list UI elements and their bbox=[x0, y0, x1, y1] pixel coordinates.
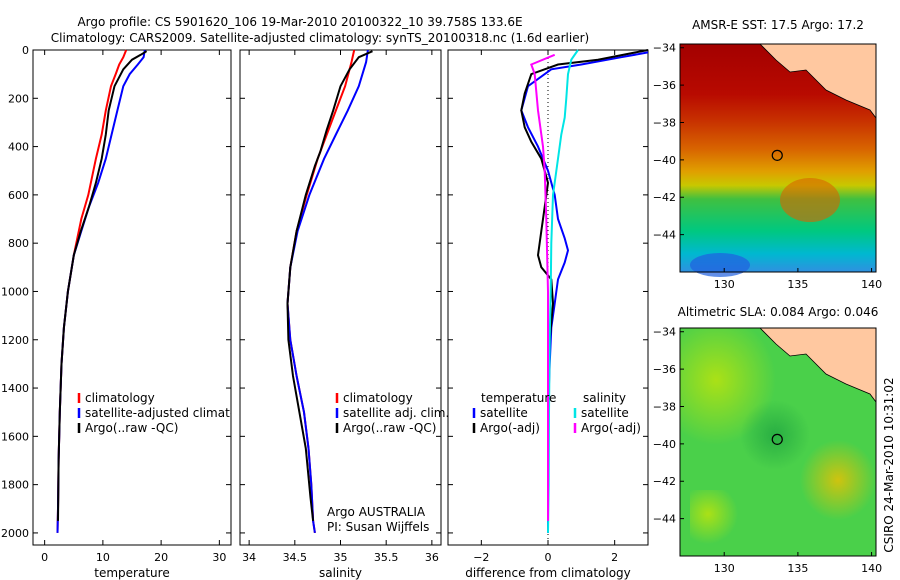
temperature-legend-item-label: satellite-adjusted climatology bbox=[85, 406, 263, 420]
map-y-tick-label: −44 bbox=[653, 513, 676, 526]
map-x-tick-label: 135 bbox=[787, 278, 808, 291]
x-tick-label: 2 bbox=[611, 551, 618, 564]
title-line-2: Climatology: CARS2009. Satellite-adjuste… bbox=[51, 31, 589, 45]
legend-group-title-salinity: salinity bbox=[583, 391, 626, 405]
sst-warm-patch bbox=[780, 178, 840, 222]
map-y-tick-label: −36 bbox=[653, 363, 676, 376]
map-x-tick-label: 130 bbox=[714, 562, 735, 575]
y-tick-label: 1200 bbox=[1, 334, 29, 347]
diff-legend-temp-argo-label: Argo(-adj) bbox=[480, 421, 540, 435]
temperature-xlabel: temperature bbox=[94, 566, 169, 580]
x-tick-label: 10 bbox=[96, 551, 110, 564]
salinity-legend-item-label: Argo(..raw -QC) bbox=[343, 421, 436, 435]
temperature-line-blue bbox=[56, 49, 146, 533]
sst-cold-patch bbox=[690, 253, 750, 277]
x-tick-label: 34 bbox=[242, 551, 256, 564]
salinity-line-red bbox=[286, 49, 356, 534]
legend-group-title-temperature: temperature bbox=[481, 391, 556, 405]
map-x-tick-label: 130 bbox=[714, 278, 735, 291]
difference-line-black bbox=[520, 49, 649, 521]
sla-map bbox=[680, 327, 877, 556]
sla-highs-2 bbox=[690, 490, 750, 550]
diff-legend-sal-sat-label: satellite bbox=[581, 406, 629, 420]
map-y-tick-label: −40 bbox=[653, 154, 676, 167]
x-tick-label: 0 bbox=[41, 551, 48, 564]
sst-map bbox=[680, 43, 877, 277]
title-line-1: Argo profile: CS 5901620_106 19-Mar-2010… bbox=[77, 15, 522, 29]
salinity-panel: 34 34.5 35 35.5 36 salinity climatologysatelli… bbox=[239, 49, 449, 580]
temperature-line-black bbox=[57, 50, 148, 521]
difference-panel: −2 0 2 difference from climatology temperatu… bbox=[447, 49, 649, 580]
map-y-tick-label: −42 bbox=[653, 191, 676, 204]
map-y-tick-label: −40 bbox=[653, 438, 676, 451]
difference-line-cyan bbox=[547, 49, 579, 533]
sst-map-frame bbox=[679, 43, 877, 273]
y-tick-label: 200 bbox=[8, 92, 29, 105]
salinity-line-blue bbox=[286, 49, 369, 534]
sla-map-title: Altimetric SLA: 0.084 Argo: 0.046 bbox=[678, 305, 879, 319]
sla-map-argo-marker bbox=[771, 433, 783, 445]
x-tick-label: 35 bbox=[334, 551, 348, 564]
sla-peak bbox=[800, 440, 876, 520]
difference-xlabel: difference from climatology bbox=[465, 566, 631, 580]
x-tick-label: 30 bbox=[212, 551, 226, 564]
diff-legend-temp-sat-label: satellite bbox=[480, 406, 528, 420]
x-tick-label: 35.5 bbox=[374, 551, 399, 564]
sst-map-argo-marker bbox=[771, 149, 783, 161]
salinity-legend-item-label: climatology bbox=[343, 391, 413, 405]
y-tick-label: 1800 bbox=[1, 479, 29, 492]
y-tick-label: 600 bbox=[8, 189, 29, 202]
map-y-tick-label: −38 bbox=[653, 400, 676, 413]
map-x-tick-label: 135 bbox=[787, 562, 808, 575]
map-y-tick-label: −34 bbox=[653, 42, 676, 55]
map-x-tick-label: 140 bbox=[861, 278, 882, 291]
y-tick-label: 800 bbox=[8, 237, 29, 250]
y-tick-label: 1400 bbox=[1, 382, 29, 395]
temperature-legend-item-label: Argo(..raw -QC) bbox=[85, 421, 178, 435]
difference-line-magenta bbox=[530, 53, 556, 521]
salinity-legend-item-label: satellite adj. clim. bbox=[343, 406, 449, 420]
y-tick-label: 1600 bbox=[1, 430, 29, 443]
map-y-tick-label: −36 bbox=[653, 79, 676, 92]
salinity-line-black bbox=[286, 50, 373, 522]
x-tick-label: 20 bbox=[154, 551, 168, 564]
diff-legend-sal-argo-label: Argo(-adj) bbox=[581, 421, 641, 435]
map-x-tick-label: 140 bbox=[861, 562, 882, 575]
x-tick-label: −2 bbox=[473, 551, 489, 564]
x-tick-label: 0 bbox=[545, 551, 552, 564]
x-tick-label: 34.5 bbox=[283, 551, 308, 564]
sst-map-title: AMSR-E SST: 17.5 Argo: 17.2 bbox=[692, 18, 864, 32]
y-tick-label: 400 bbox=[8, 141, 29, 154]
x-tick-label: 36 bbox=[425, 551, 439, 564]
y-tick-label: 2000 bbox=[1, 527, 29, 540]
y-tick-label: 1000 bbox=[1, 285, 29, 298]
salinity-xlabel: salinity bbox=[319, 566, 362, 580]
map-y-tick-label: −42 bbox=[653, 475, 676, 488]
sla-map-frame bbox=[679, 327, 877, 557]
temperature-frame bbox=[32, 49, 232, 546]
side-timestamp: CSIRO 24-Mar-2010 10:31:02 bbox=[882, 377, 896, 552]
y-tick-label: 0 bbox=[22, 44, 29, 57]
map-y-tick-label: −34 bbox=[653, 326, 676, 339]
map-axes: 130 135 140 −34 −36 −38 −40 −42 −44 130 135 140 −34 −… bbox=[653, 42, 882, 575]
map-y-tick-label: −38 bbox=[653, 116, 676, 129]
map-y-tick-label: −44 bbox=[653, 229, 676, 242]
temperature-panel: 0 10 20 30 0 200 400 600 800 1000 1200 1400 1600 1800… bbox=[1, 44, 263, 580]
institution-note: Argo AUSTRALIA bbox=[327, 505, 426, 519]
temperature-legend-item-label: climatology bbox=[85, 391, 155, 405]
pi-note: PI: Susan Wijffels bbox=[327, 520, 429, 534]
